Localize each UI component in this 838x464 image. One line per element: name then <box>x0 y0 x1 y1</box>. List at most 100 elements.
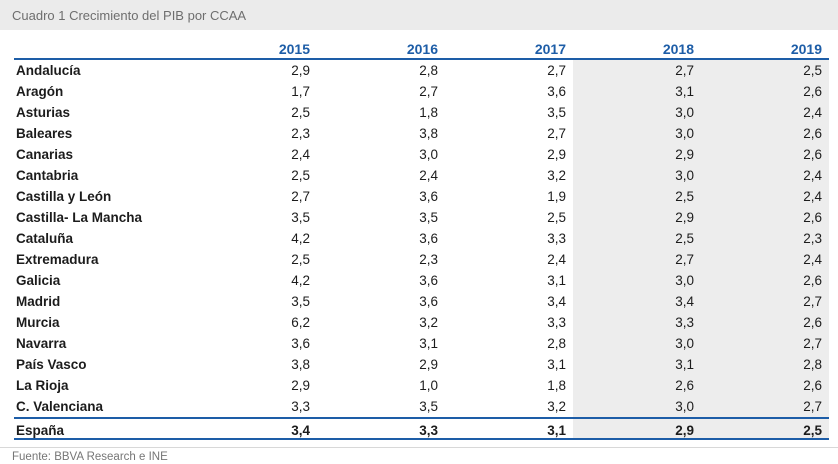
row-label: Extremadura <box>16 252 99 267</box>
cell-2016: 2,9 <box>419 357 438 372</box>
cell-2019: 2,6 <box>701 375 829 396</box>
cell-2018: 3,0 <box>573 165 701 186</box>
table-row: Andalucía 2,9 2,8 2,7 2,7 2,5 <box>14 60 829 81</box>
col-header-2018: 2018 <box>662 41 694 57</box>
row-label: Cataluña <box>16 231 74 246</box>
cell-2016: 3,2 <box>419 315 438 330</box>
cell-2016: 3,1 <box>419 336 438 351</box>
cell-2019: 2,7 <box>701 291 829 312</box>
cell-2019: 2,5 <box>701 60 829 81</box>
cell-2019: 2,6 <box>701 270 829 291</box>
cell-2018: 3,1 <box>573 354 701 375</box>
cell-2019: 2,4 <box>701 165 829 186</box>
cell-2018: 2,5 <box>573 228 701 249</box>
table-row: Madrid 3,5 3,6 3,4 3,4 2,7 <box>14 291 829 312</box>
row-label: La Rioja <box>16 378 69 393</box>
cell-2015: 2,3 <box>291 126 310 141</box>
cell-2016: 3,6 <box>419 273 438 288</box>
row-label: Asturias <box>16 105 71 120</box>
cell-2016: 1,8 <box>419 105 438 120</box>
cell-2019: 2,4 <box>701 102 829 123</box>
table-row: Canarias 2,4 3,0 2,9 2,9 2,6 <box>14 144 829 165</box>
cell-2016: 3,6 <box>419 231 438 246</box>
row-label: Madrid <box>16 294 61 309</box>
table-row: Asturias 2,5 1,8 3,5 3,0 2,4 <box>14 102 829 123</box>
table-row: Baleares 2,3 3,8 2,7 3,0 2,6 <box>14 123 829 144</box>
table-row: Extremadura 2,5 2,3 2,4 2,7 2,4 <box>14 249 829 270</box>
cell-2017: 3,3 <box>547 315 566 330</box>
cell-2016: 3,5 <box>419 210 438 225</box>
cell-2019: 2,6 <box>701 123 829 144</box>
cell-2015: 3,6 <box>291 336 310 351</box>
cell-2015: 3,4 <box>291 423 310 438</box>
row-label: Castilla- La Mancha <box>16 210 143 225</box>
row-label: Baleares <box>16 126 73 141</box>
cell-2019: 2,6 <box>701 144 829 165</box>
table-row: Navarra 3,6 3,1 2,8 3,0 2,7 <box>14 333 829 354</box>
cell-2018: 3,4 <box>573 291 701 312</box>
table-row: Galicia 4,2 3,6 3,1 3,0 2,6 <box>14 270 829 291</box>
total-row: España 3,4 3,3 3,1 2,9 2,5 <box>14 417 829 440</box>
cell-2018: 3,0 <box>573 396 701 417</box>
cell-2015: 2,5 <box>291 252 310 267</box>
cell-2016: 2,3 <box>419 252 438 267</box>
cell-2019: 2,3 <box>701 228 829 249</box>
cell-2019: 2,5 <box>701 419 829 438</box>
col-header-2017: 2017 <box>534 41 566 57</box>
cell-2019: 2,8 <box>701 354 829 375</box>
cell-2017: 2,8 <box>547 336 566 351</box>
cell-2019: 2,4 <box>701 249 829 270</box>
cell-2017: 1,9 <box>547 189 566 204</box>
row-label: Canarias <box>16 147 74 162</box>
cell-2017: 2,4 <box>547 252 566 267</box>
row-label: C. Valenciana <box>16 399 104 414</box>
pib-growth-table: 2015 2016 2017 2018 2019 Andalucía 2,9 2,8 2,7 2… <box>14 38 829 440</box>
cell-2016: 3,5 <box>419 399 438 414</box>
row-label: País Vasco <box>16 357 87 372</box>
cell-2018: 3,1 <box>573 81 701 102</box>
table-row: Castilla- La Mancha 3,5 3,5 2,5 2,9 2,6 <box>14 207 829 228</box>
figure-title-bar: Cuadro 1 Crecimiento del PIB por CCAA <box>0 0 838 30</box>
cell-2015: 4,2 <box>291 231 310 246</box>
row-label: Andalucía <box>16 63 81 78</box>
cell-2015: 3,3 <box>291 399 310 414</box>
col-header-2016: 2016 <box>406 41 438 57</box>
cell-2015: 4,2 <box>291 273 310 288</box>
cell-2017: 3,1 <box>547 423 566 438</box>
cell-2017: 3,1 <box>547 273 566 288</box>
cell-2018: 2,7 <box>573 249 701 270</box>
cell-2015: 2,9 <box>291 378 310 393</box>
cell-2016: 3,6 <box>419 189 438 204</box>
table-row: Aragón 1,7 2,7 3,6 3,1 2,6 <box>14 81 829 102</box>
cell-2015: 3,5 <box>291 210 310 225</box>
cell-2017: 1,8 <box>547 378 566 393</box>
cell-2016: 2,7 <box>419 84 438 99</box>
table-row: Cataluña 4,2 3,6 3,3 2,5 2,3 <box>14 228 829 249</box>
cell-2017: 2,9 <box>547 147 566 162</box>
col-header-2015: 2015 <box>278 41 310 57</box>
cell-2017: 3,5 <box>547 105 566 120</box>
row-label: Galicia <box>16 273 61 288</box>
cell-2018: 3,3 <box>573 312 701 333</box>
cell-2016: 3,3 <box>419 423 438 438</box>
cell-2015: 6,2 <box>291 315 310 330</box>
cell-2017: 3,4 <box>547 294 566 309</box>
row-label: Castilla y León <box>16 189 112 204</box>
cell-2016: 1,0 <box>419 378 438 393</box>
cell-2017: 2,5 <box>547 210 566 225</box>
cell-2017: 3,2 <box>547 399 566 414</box>
row-label: Navarra <box>16 336 67 351</box>
col-header-2019: 2019 <box>790 41 822 57</box>
table-header-row: 2015 2016 2017 2018 2019 <box>14 38 829 60</box>
cell-2018: 3,0 <box>573 270 701 291</box>
cell-2018: 3,0 <box>573 333 701 354</box>
figure-title: Cuadro 1 Crecimiento del PIB por CCAA <box>12 7 247 23</box>
cell-2017: 2,7 <box>547 63 566 78</box>
cell-2015: 1,7 <box>291 84 310 99</box>
cell-2017: 3,2 <box>547 168 566 183</box>
cell-2015: 3,8 <box>291 357 310 372</box>
cell-2017: 2,7 <box>547 126 566 141</box>
table-row: La Rioja 2,9 1,0 1,8 2,6 2,6 <box>14 375 829 396</box>
cell-2018: 2,5 <box>573 186 701 207</box>
cell-2018: 3,0 <box>573 123 701 144</box>
